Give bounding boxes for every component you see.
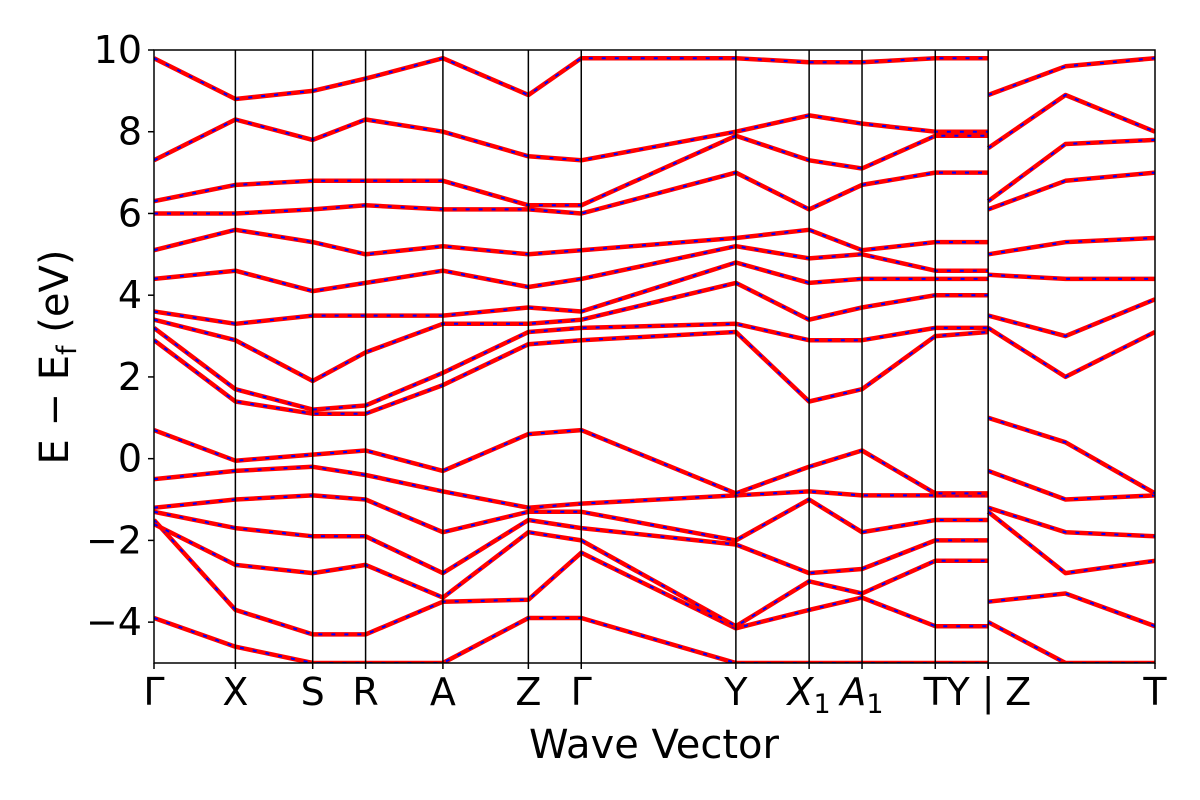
band-24-blue — [987, 298, 1155, 338]
bands-layer — [154, 55, 1155, 663]
x-tick-label-0: Γ — [143, 670, 164, 714]
y-tick-label-1: −2 — [86, 518, 142, 562]
band-6-blue — [154, 429, 989, 495]
x-tick-label-10: T — [923, 670, 948, 714]
y-ticks-layer: −4 −2 0 2 4 6 8 10 — [86, 28, 154, 644]
y-axis-label-main: E − E — [32, 355, 78, 465]
plot-frame — [153, 49, 1156, 664]
x-tick-label-11: Y — [946, 670, 971, 714]
band-5-blue — [154, 465, 989, 509]
band-8-red — [154, 321, 989, 412]
kpoint-lines-layer — [234, 50, 989, 663]
band-17-blue — [987, 621, 1155, 663]
x-tick-label-14: T — [1142, 670, 1167, 714]
band-3-red — [154, 509, 989, 576]
band-18-red — [987, 591, 1155, 629]
x-tick-label-4: A — [430, 670, 456, 714]
band-11-blue — [154, 245, 989, 293]
x-tick-label-13: Z — [1005, 670, 1031, 714]
band-12-blue — [154, 228, 989, 256]
band-29-blue — [987, 94, 1155, 149]
band-30-blue — [987, 57, 1155, 96]
band-1-red — [154, 518, 989, 637]
band-14-blue — [154, 134, 989, 207]
y-tick-label-5: 6 — [118, 191, 142, 235]
band-13-blue — [154, 171, 989, 215]
band-23-blue — [987, 327, 1155, 378]
band-10-red — [154, 260, 989, 327]
y-tick-label-6: 8 — [118, 110, 142, 154]
band-16-red — [154, 55, 989, 102]
band-19-blue — [987, 511, 1155, 575]
band-22-blue — [987, 416, 1155, 495]
y-tick-label-4: 4 — [118, 273, 142, 317]
y-tick-label-2: 0 — [118, 437, 142, 481]
y-axis-label: E − Ef (eV) — [32, 250, 83, 465]
x-tick-label-3: R — [352, 670, 378, 714]
band-21-blue — [987, 469, 1155, 501]
y-axis-label-unit: (eV) — [32, 250, 78, 346]
band-7-red — [154, 329, 989, 416]
x-tick-label-8: X1 — [786, 670, 831, 720]
x-tick-label-2: S — [301, 670, 325, 714]
y-axis-label-sub: f — [52, 344, 83, 355]
y-tick-label-0: −4 — [86, 600, 142, 644]
band-4-blue — [154, 494, 989, 542]
band-15-blue — [154, 114, 989, 162]
x-tick-label-5: Z — [515, 670, 541, 714]
band-28-red — [986, 137, 1155, 204]
x-tick-label-12: | — [982, 670, 995, 715]
band-26-blue — [988, 237, 1155, 256]
band-20-blue — [987, 506, 1155, 538]
x-axis-label: Wave Vector — [529, 722, 780, 768]
band-27-blue — [987, 171, 1155, 211]
x-ticks-layer: Γ X S R A Z Γ Y X1 A1 T Y | Z T — [143, 663, 1167, 720]
band-25-red — [988, 272, 1155, 282]
y-tick-label-3: 2 — [118, 355, 142, 399]
y-tick-label-7: 10 — [94, 28, 142, 72]
band-0-blue — [154, 617, 989, 663]
band-9-blue — [154, 281, 989, 382]
x-tick-label-7: Y — [723, 670, 748, 714]
x-tick-label-9: A1 — [837, 670, 883, 720]
band-2-red — [154, 522, 989, 629]
x-tick-label-6: Γ — [571, 670, 592, 714]
x-tick-label-1: X — [222, 670, 248, 714]
